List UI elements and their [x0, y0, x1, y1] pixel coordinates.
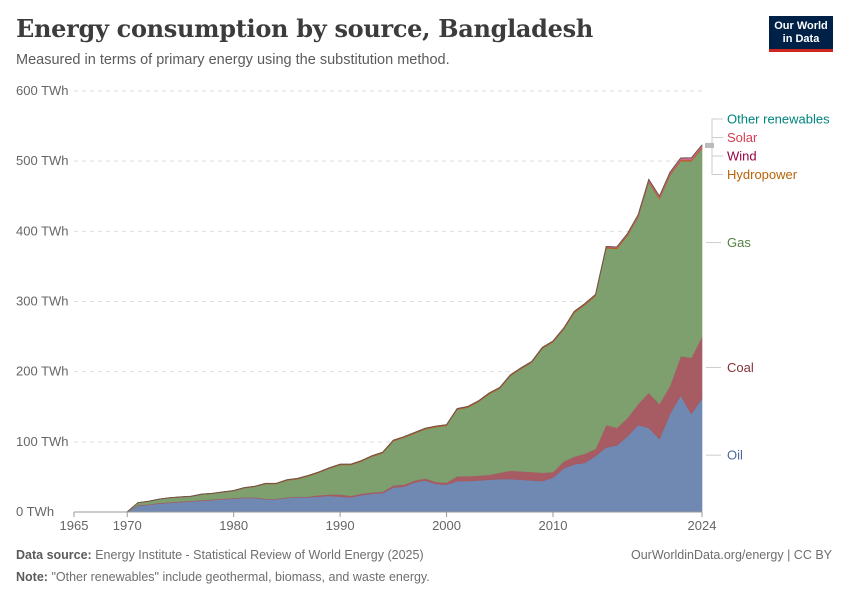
y-tick-label: 500 TWh: [16, 153, 69, 168]
x-tick-label: 1980: [219, 518, 248, 533]
legend-label-coal[interactable]: Coal: [727, 360, 754, 375]
legend-label-other-renewables[interactable]: Other renewables: [727, 111, 830, 126]
chart-title: Energy consumption by source, Bangladesh: [16, 14, 593, 43]
total-outline: [74, 144, 703, 513]
x-tick-label: 2000: [432, 518, 461, 533]
area-series: [74, 144, 703, 513]
legend-label-oil[interactable]: Oil: [727, 448, 743, 463]
x-tick-label: 2010: [539, 518, 568, 533]
axes: 0 TWh 100 TWh 200 TWh 300 TWh 400 TWh 500 TWh…: [16, 83, 716, 533]
y-tick-label: 100 TWh: [16, 434, 69, 449]
x-tick-label: 2024: [688, 518, 717, 533]
chart-subtitle: Measured in terms of primary energy usin…: [16, 52, 450, 68]
logo-line-2: in Data: [782, 33, 820, 45]
x-tick-label: 1965: [60, 518, 89, 533]
source-line: Data source: Energy Institute - Statisti…: [16, 548, 424, 562]
legend-label-gas[interactable]: Gas: [727, 235, 751, 250]
y-tick-label: 600 TWh: [16, 83, 69, 98]
source-label: Data source:: [16, 548, 92, 562]
source-text: Energy Institute - Statistical Review of…: [95, 548, 424, 562]
y-tick-label: 400 TWh: [16, 223, 69, 238]
x-tick-label: 1990: [326, 518, 355, 533]
y-tick-label: 0 TWh: [16, 504, 54, 519]
y-tick-label: 200 TWh: [16, 364, 69, 379]
note-label: Note:: [16, 570, 48, 584]
legend-bracket-marker: [705, 142, 714, 148]
legend: Oil Coal Gas Hydropower Wind Solar Other renew…: [705, 111, 830, 463]
legend-label-solar[interactable]: Solar: [727, 130, 758, 145]
note-text: "Other renewables" include geothermal, b…: [51, 570, 430, 584]
y-tick-label: 300 TWh: [16, 294, 69, 309]
legend-connector: [706, 146, 723, 157]
legend-connector: [706, 118, 723, 148]
x-tick-label: 1970: [113, 518, 142, 533]
legend-label-wind[interactable]: Wind: [727, 148, 757, 163]
owid-link[interactable]: OurWorldinData.org/energy | CC BY: [630, 548, 832, 562]
note-line: Note: "Other renewables" include geother…: [16, 570, 430, 584]
legend-label-hydropower[interactable]: Hydropower: [727, 167, 798, 182]
owid-logo[interactable]: Our World in Data: [769, 16, 833, 52]
legend-connector: [706, 146, 723, 175]
logo-line-1: Our World: [774, 20, 828, 32]
